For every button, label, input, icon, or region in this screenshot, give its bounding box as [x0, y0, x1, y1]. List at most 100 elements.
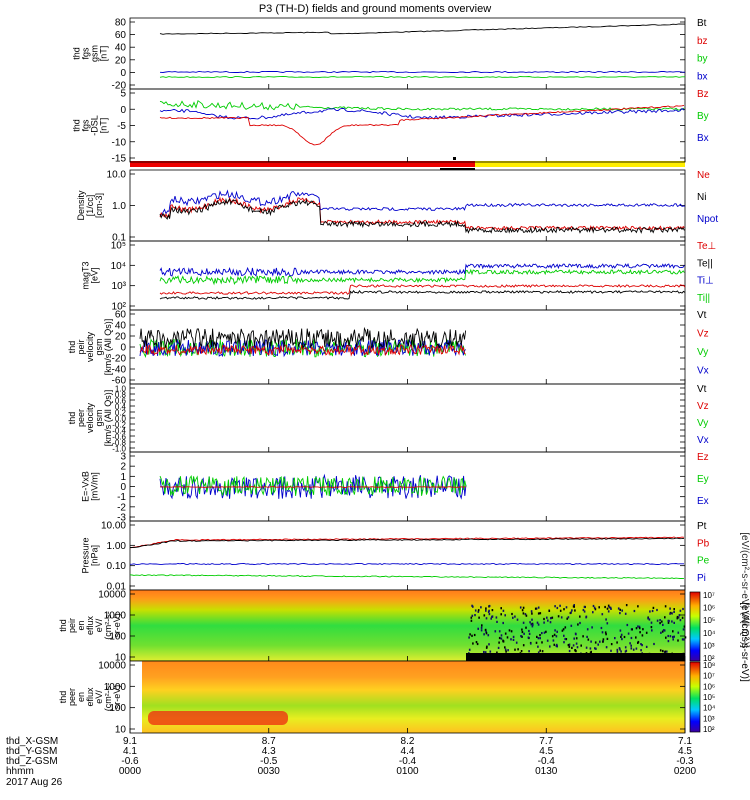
ylabel-line: eV/	[94, 690, 104, 704]
ion-speckle	[630, 636, 633, 640]
ion-speckle	[556, 645, 558, 648]
ion-speckle	[530, 623, 533, 626]
ion-speckle	[625, 649, 628, 652]
ion-speckle	[577, 623, 579, 626]
panel-peir-eflux: 10000 1000 100 10 thd peir en eflux eV/(cm²-s-sr…	[58, 590, 687, 664]
ylabel-line: [mV/m]	[90, 472, 100, 501]
legend-bz: bz	[697, 36, 708, 47]
panel-frame	[129, 17, 686, 90]
ylabel: magT3 [eV]	[81, 261, 100, 289]
ion-speckle	[682, 628, 685, 631]
ion-speckle	[494, 630, 497, 633]
ion-speckle	[608, 606, 611, 609]
traces	[129, 536, 685, 580]
ion-speckle	[678, 614, 681, 617]
ytick-label: 10000	[98, 661, 126, 672]
ion-speckle	[530, 610, 533, 613]
ion-speckle	[535, 641, 538, 644]
ion-speckle	[653, 642, 655, 646]
ion-speckle	[601, 613, 604, 616]
ion-speckle	[664, 605, 667, 608]
ion-speckle	[484, 629, 487, 632]
ion-speckle	[489, 650, 492, 653]
ion-speckle	[521, 628, 523, 631]
ion-speckle	[617, 607, 620, 610]
ytick-label: 0.01	[107, 582, 127, 593]
ytick-label: 10.00	[101, 521, 126, 532]
ion-speckle	[480, 606, 482, 609]
ion-speckle	[556, 606, 559, 610]
ylabel-line: en	[76, 692, 86, 702]
ion-speckle	[528, 629, 530, 633]
ion-speckle	[522, 644, 525, 647]
ion-speckle	[531, 618, 533, 621]
ion-speckle	[582, 635, 584, 638]
legend-Ti||: Ti||	[697, 293, 710, 304]
ion-speckle	[523, 632, 525, 635]
ion-speckle	[541, 632, 543, 635]
ion-speckle	[515, 641, 518, 644]
footer-time: 0030	[258, 766, 281, 777]
ion-speckle	[661, 630, 664, 633]
ion-speckle	[651, 629, 653, 632]
footer-y: 4.5	[539, 746, 553, 757]
ion-speckle	[645, 631, 648, 634]
ytick-label: -15	[112, 154, 127, 165]
ion-speckle	[616, 648, 619, 651]
ytick-label: -40	[112, 365, 127, 376]
footer-row-label: hhmm	[6, 766, 34, 777]
ion-speckle	[534, 607, 537, 610]
ion-speckle	[574, 609, 576, 612]
ytick-label: 1000	[104, 682, 127, 693]
ion-speckle	[684, 636, 687, 639]
ion-speckle	[485, 617, 488, 620]
ion-speckle	[483, 633, 485, 636]
ion-speckle	[656, 619, 659, 622]
ion-speckle	[625, 604, 628, 607]
ion-speckle	[589, 647, 592, 650]
legend-Ne: Ne	[697, 170, 710, 181]
ion-speckle	[641, 644, 643, 647]
ion-speckle	[511, 612, 513, 616]
ion-speckle	[573, 604, 575, 607]
ion-speckle	[616, 641, 618, 644]
ion-speckle	[570, 624, 573, 627]
traces	[139, 326, 467, 358]
panel-frame	[129, 88, 686, 163]
ion-speckle	[651, 609, 654, 613]
ion-speckle	[468, 648, 471, 651]
ion-speckle	[647, 617, 649, 620]
ion-speckle	[502, 621, 504, 625]
ion-speckle	[537, 606, 540, 609]
ion-speckle	[555, 635, 558, 638]
ion-speckle	[635, 627, 638, 630]
ion-speckle	[475, 641, 478, 644]
ion-speckle	[676, 617, 679, 620]
ylabel-line: (cm²-s-	[103, 611, 113, 640]
ion-speckle	[483, 650, 485, 654]
ion-speckle	[490, 617, 492, 620]
panel-peer-velocity: 1.00.80.60.40.20.0-0.2-0.4-0.6-0.8-1.0th…	[67, 383, 709, 454]
legend-By: By	[697, 111, 709, 122]
ion-speckle	[677, 616, 680, 619]
ion-speckle	[471, 604, 473, 607]
ion-speckle	[662, 629, 665, 632]
ytick-label: -20	[112, 81, 127, 92]
ion-speckle	[477, 610, 480, 613]
colorbar-tick: 10⁵	[703, 693, 715, 702]
ion-speckle	[553, 633, 556, 636]
ylabel-line: [1/cc]	[85, 195, 95, 217]
ion-speckle	[605, 618, 607, 621]
ion-speckle	[637, 625, 639, 628]
ion-speckle	[682, 638, 685, 641]
ion-speckle	[539, 649, 541, 652]
colorbar-tick: 10⁵	[703, 616, 715, 625]
trace-by	[159, 76, 685, 78]
ion-speckle	[602, 638, 605, 641]
ion-speckle	[662, 623, 664, 626]
ion-speckle	[620, 650, 622, 653]
ytick-label: 2	[120, 462, 126, 473]
trace-Ey	[159, 475, 467, 497]
ion-speckle	[594, 641, 597, 644]
